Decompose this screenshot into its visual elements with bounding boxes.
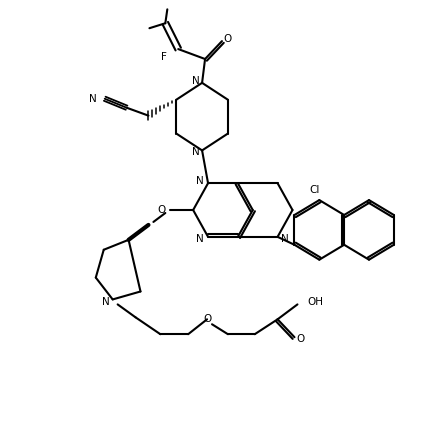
Text: N: N — [192, 147, 200, 157]
Text: F: F — [161, 52, 167, 62]
Text: O: O — [223, 34, 231, 44]
Text: OH: OH — [307, 297, 322, 308]
Text: Cl: Cl — [308, 185, 319, 195]
Text: N: N — [102, 297, 110, 308]
Text: O: O — [296, 334, 304, 344]
Text: N: N — [280, 234, 288, 244]
Text: N: N — [196, 176, 203, 186]
Text: N: N — [196, 234, 203, 244]
Text: O: O — [157, 205, 165, 215]
Text: N: N — [192, 76, 200, 86]
Text: N: N — [89, 94, 97, 104]
Text: O: O — [203, 314, 211, 324]
